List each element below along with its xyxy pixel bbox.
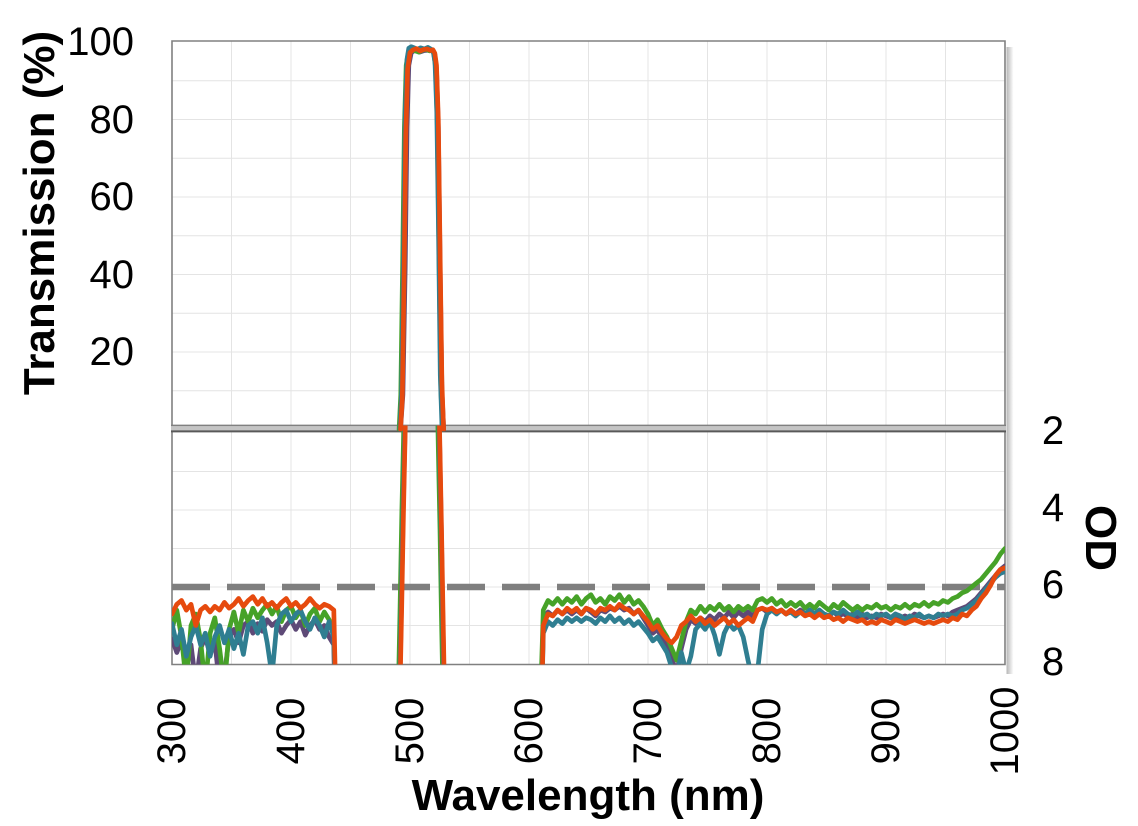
x-tick-label: 1000	[983, 686, 1027, 776]
transmission-tick-label: 40	[89, 252, 135, 297]
x-tick-label: 600	[507, 697, 551, 765]
od-axis-title: OD	[1076, 505, 1125, 571]
x-tick-label: 400	[269, 697, 313, 765]
od-tick-label: 6	[1041, 563, 1065, 607]
transmission-tick-label: 60	[89, 175, 135, 219]
x-tick-label: 300	[150, 697, 194, 765]
transmission-tick-label: 20	[89, 330, 135, 374]
wavelength-axis-title: Wavelength (nm)	[411, 771, 765, 820]
od-tick-label: 4	[1041, 486, 1065, 530]
od-tick-label: 8	[1041, 640, 1065, 684]
od-tick-label: 2	[1041, 409, 1065, 453]
transmission-tick-label: 100	[67, 20, 134, 64]
x-tick-label: 700	[626, 697, 670, 765]
x-tick-label: 500	[388, 697, 432, 765]
transmission-tick-label: 80	[89, 97, 135, 142]
x-tick-label: 900	[864, 697, 908, 765]
x-tick-label: 800	[745, 697, 789, 765]
